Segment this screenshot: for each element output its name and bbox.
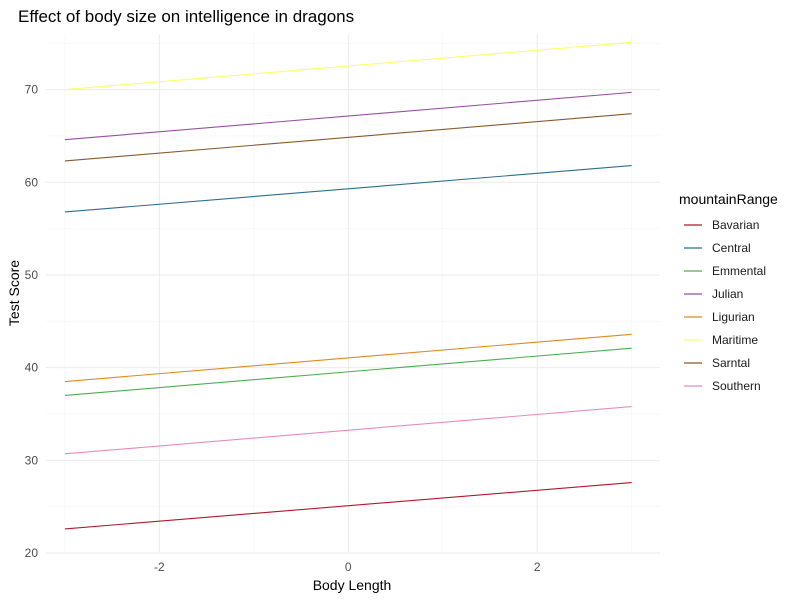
series-line-central: [64, 165, 632, 213]
legend-label: Sarntal: [712, 356, 750, 370]
legend-item-bavarian: Bavarian: [684, 218, 759, 232]
y-axis-title: Test Score: [6, 260, 22, 326]
legend-label: Emmental: [712, 264, 766, 278]
legend-item-southern: Southern: [684, 379, 761, 393]
x-axis-title: Body Length: [313, 577, 392, 593]
legend-title: mountainRange: [679, 191, 778, 207]
y-tick-labels: 20 30 40 50 60 70: [25, 83, 39, 560]
x-tick-label: 0: [345, 560, 352, 574]
chart-title: Effect of body size on intelligence in d…: [18, 7, 354, 26]
legend-label: Maritime: [712, 333, 758, 347]
legend-label: Ligurian: [712, 310, 755, 324]
series-line-southern: [64, 406, 632, 455]
legend-label: Central: [712, 241, 751, 255]
y-tick-label: 30: [25, 453, 39, 467]
series-line-sarntal: [64, 113, 632, 162]
y-tick-label: 40: [25, 361, 39, 375]
y-tick-label: 20: [25, 546, 39, 560]
series-line-julian: [64, 91, 632, 141]
legend-label: Julian: [712, 287, 743, 301]
legend-item-emmental: Emmental: [684, 264, 766, 278]
x-tick-labels: -2 0 2: [154, 560, 541, 574]
legend-item-central: Central: [684, 241, 751, 255]
legend-item-maritime: Maritime: [684, 333, 758, 347]
series-line-bavarian: [64, 482, 632, 530]
y-tick-label: 50: [25, 268, 39, 282]
legend-item-sarntal: Sarntal: [684, 356, 750, 370]
legend-label: Southern: [712, 379, 761, 393]
grid: [46, 34, 660, 554]
x-tick-label: -2: [154, 560, 165, 574]
series-line-emmental: [64, 347, 632, 396]
y-tick-label: 60: [25, 175, 39, 189]
legend-item-julian: Julian: [684, 287, 743, 301]
legend-item-ligurian: Ligurian: [684, 310, 755, 324]
series-line-maritime: [64, 41, 632, 91]
series-line-ligurian: [64, 333, 632, 383]
legend: Bavarian Central Emmental Julian Ligurian Mar…: [684, 218, 766, 393]
series-lines: [64, 41, 632, 530]
y-tick-label: 70: [25, 83, 39, 97]
x-tick-label: 2: [534, 560, 541, 574]
legend-label: Bavarian: [712, 218, 759, 232]
